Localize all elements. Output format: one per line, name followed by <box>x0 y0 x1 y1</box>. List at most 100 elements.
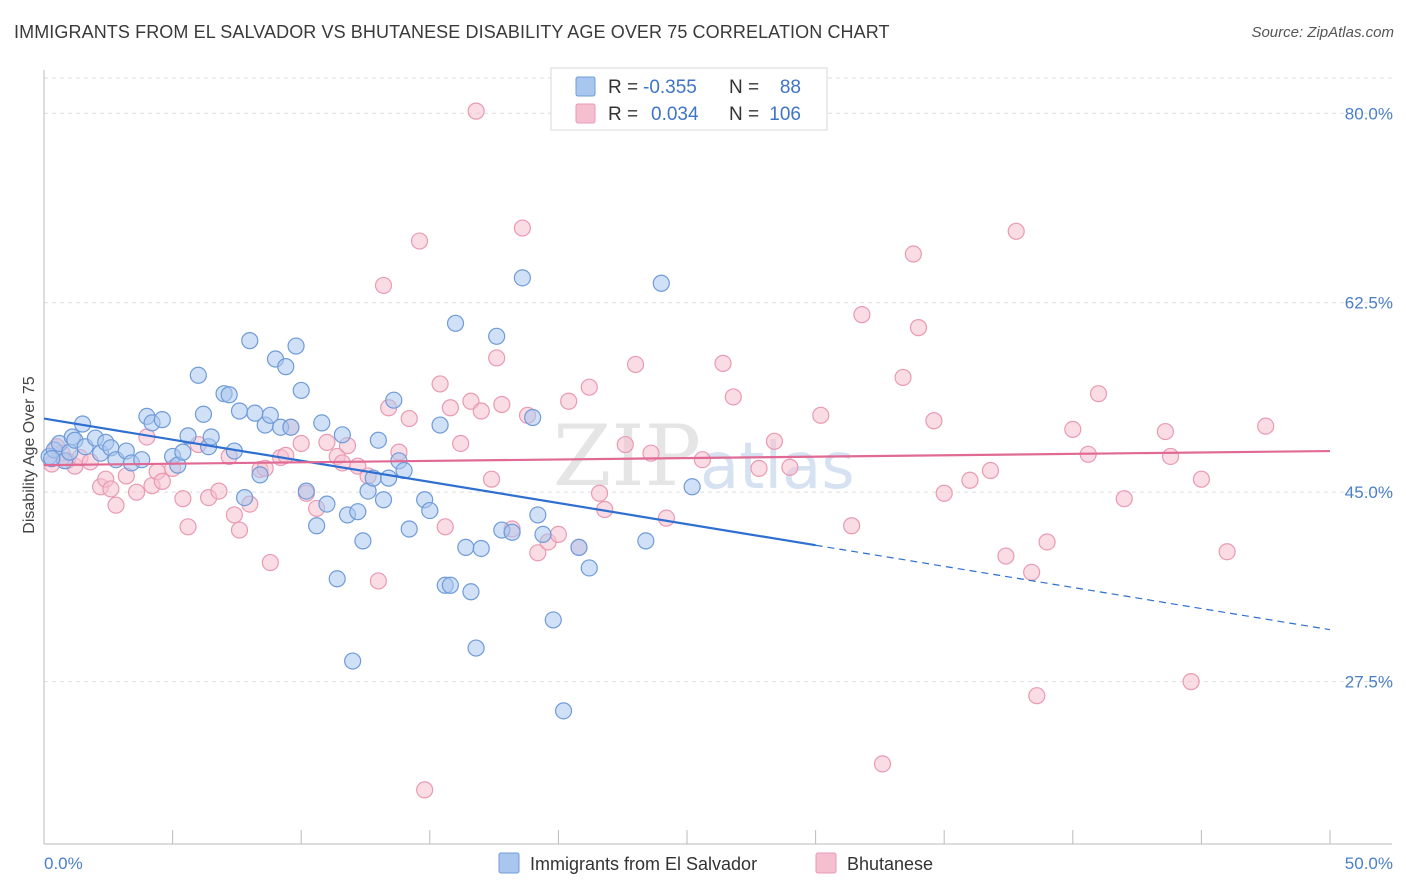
bhutanese-point-10 <box>107 496 125 514</box>
el-salvador-point-58 <box>380 469 398 487</box>
bhutanese-point-70 <box>616 435 634 454</box>
y-axis-label: Disability Age Over 75 <box>21 376 38 534</box>
gridlines <box>44 77 1392 683</box>
bhutanese-point-47 <box>410 232 429 250</box>
bhutanese-point-82 <box>853 306 871 324</box>
el-salvador-point-23 <box>179 427 197 445</box>
bhutanese-point-12 <box>127 483 146 501</box>
el-salvador-point-65 <box>431 416 449 434</box>
el-salvador-point-82 <box>570 538 588 556</box>
el-salvador-point-24 <box>189 366 207 384</box>
el-salvador-point-43 <box>292 381 310 400</box>
bhutanese-point-84 <box>894 368 912 387</box>
bhutanese-point-104 <box>1218 543 1236 561</box>
bhutanese-point-99 <box>1115 490 1133 508</box>
chart-title: IMMIGRANTS FROM EL SALVADOR VS BHUTANESE… <box>14 22 890 42</box>
el-salvador-point-19 <box>153 411 171 429</box>
el-salvador-point-41 <box>282 418 300 436</box>
y-tick-label-2: 62.5% <box>1345 294 1393 313</box>
bhutanese-point-100 <box>1156 422 1174 441</box>
el-salvador-point-44 <box>297 482 315 500</box>
legend-n-value-1: 88 <box>780 77 801 98</box>
el-salvador-point-52 <box>349 503 367 521</box>
el-salvador-point-83 <box>580 559 598 577</box>
el-salvador-point-78 <box>529 506 547 524</box>
el-salvador-point-77 <box>524 408 542 427</box>
el-salvador-point-72 <box>472 539 490 558</box>
legend-r-value-2: 0.034 <box>651 104 699 125</box>
bhutanese-point-33 <box>292 434 310 453</box>
legend-n-label-1: N = <box>729 77 759 98</box>
bhutanese-point-72 <box>642 444 660 462</box>
bhutanese-point-24 <box>225 506 243 524</box>
bhutanese-point-75 <box>714 354 732 372</box>
bhutanese-point-101 <box>1161 447 1180 466</box>
bhutanese-point-57 <box>488 349 506 367</box>
series-swatch-bhutanese <box>815 852 837 874</box>
el-salvador-point-22 <box>174 443 192 461</box>
bhutanese-point-78 <box>765 432 784 450</box>
x-tick-label-max: 50.0% <box>1345 854 1393 873</box>
bhutanese-point-95 <box>1038 533 1056 551</box>
el-salvador-point-69 <box>457 538 475 556</box>
el-salvador-point-27 <box>202 428 220 446</box>
bhutanese-point-29 <box>261 553 279 572</box>
el-salvador-point-37 <box>261 406 279 424</box>
bhutanese-point-94 <box>1028 687 1046 705</box>
bhutanese-point-36 <box>318 433 336 451</box>
bhutanese-point-79 <box>781 458 799 476</box>
el-salvador-point-42 <box>287 337 305 355</box>
bhutanese-point-87 <box>925 412 943 430</box>
legend-r-value-1: -0.355 <box>643 77 697 98</box>
bhutanese-point-71 <box>626 355 645 374</box>
bhutanese-point-102 <box>1182 673 1200 691</box>
el-salvador-point-71 <box>467 639 485 657</box>
el-salvador-point-67 <box>441 576 459 594</box>
el-salvador-point-29 <box>220 386 238 404</box>
bhutanese-point-50 <box>436 518 454 536</box>
bhutanese-point-80 <box>812 406 830 424</box>
el-salvador-point-48 <box>328 570 346 588</box>
el-salvador-point-49 <box>333 426 351 444</box>
el-salvador-point-32 <box>236 488 254 507</box>
bhutanese-point-65 <box>560 392 578 410</box>
bhutanese-point-88 <box>935 484 953 502</box>
el-salvador-point-85 <box>652 274 670 292</box>
el-salvador-point-53 <box>354 532 372 550</box>
bhutanese-point-76 <box>724 388 742 406</box>
el-salvador-point-73 <box>488 327 506 345</box>
el-salvador-point-46 <box>313 414 331 432</box>
bhutanese-point-85 <box>904 245 922 263</box>
bhutanese-point-18 <box>174 490 192 508</box>
bhutanese-trend-line <box>43 449 1331 467</box>
el-salvador-point-40 <box>277 358 295 376</box>
stats-legend: R = -0.355 N = 88 R = 0.034 N = 106 <box>550 67 828 131</box>
el-salvador-point-86 <box>683 478 701 496</box>
el-salvador-trend-line <box>43 417 816 547</box>
bhutanese-point-51 <box>441 399 459 417</box>
bhutanese-point-52 <box>452 434 470 453</box>
series-label-bhutanese: Bhutanese <box>847 854 933 874</box>
el-salvador-point-79 <box>534 525 552 544</box>
trend-lines <box>43 417 1331 631</box>
bhutanese-point-96 <box>1064 420 1082 438</box>
el-salvador-point-64 <box>421 501 439 520</box>
el-salvador-point-57 <box>374 491 393 509</box>
el-salvador-point-45 <box>308 517 326 535</box>
el-salvador-point-87 <box>43 450 61 468</box>
el-salvador-point-51 <box>344 652 362 670</box>
bhutanese-point-90 <box>981 461 1000 480</box>
bhutanese-point-98 <box>1089 385 1108 403</box>
bhutanese-point-48 <box>416 781 434 799</box>
bhutanese-point-55 <box>472 402 490 420</box>
el-salvador-point-35 <box>251 466 269 484</box>
bhutanese-point-93 <box>1023 563 1041 581</box>
bhutanese-point-86 <box>909 319 928 337</box>
bhutanese-point-60 <box>513 219 531 237</box>
bhutanese-point-9 <box>102 480 120 498</box>
el-salvador-point-25 <box>194 405 213 423</box>
bhutanese-points <box>43 102 1275 799</box>
bhutanese-point-74 <box>693 451 712 469</box>
bhutanese-point-42 <box>369 572 387 590</box>
